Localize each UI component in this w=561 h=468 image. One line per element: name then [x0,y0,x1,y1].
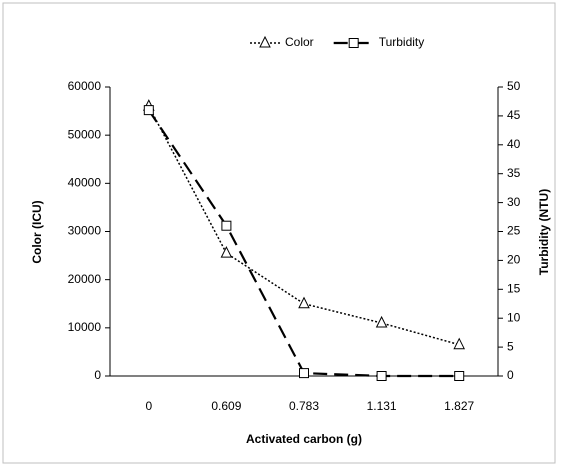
y-tick-label: 20000 [68,272,102,286]
x-tick-label: 1.131 [367,399,397,413]
legend-label: Color [285,35,314,49]
y2-tick-label: 0 [507,368,514,382]
y2-tick-label: 45 [507,108,521,122]
y2-axis-title: Turbidity (NTU) [537,189,551,275]
y2-tick-label: 50 [507,79,521,93]
data-point [143,105,154,116]
x-axis-title: Activated carbon (g) [246,432,362,446]
data-point [298,296,310,309]
y2-tick-label: 40 [507,137,521,151]
y-tick-label: 10000 [68,320,102,334]
y-tick-label: 50000 [68,127,102,141]
x-tick-label: 0 [145,399,152,413]
series-line [148,105,460,346]
y2-tick-label: 10 [507,310,521,324]
y2-tick-label: 25 [507,224,521,238]
x-tick-label: 1.827 [444,399,474,413]
x-tick-label: 0.609 [211,399,241,413]
y2-tick-label: 15 [507,281,521,295]
y-tick-label: 0 [94,368,101,382]
chart-border [2,2,556,464]
y-tick-label: 40000 [68,176,102,190]
x-tick-label: 0.783 [289,399,319,413]
data-point [453,337,466,350]
y2-tick-label: 35 [507,166,521,180]
y-tick-label: 60000 [68,79,102,93]
legend-marker [259,35,271,48]
data-point [376,371,387,381]
y2-tick-label: 30 [507,195,521,209]
y2-tick-label: 20 [507,253,521,267]
data-point [221,220,232,231]
data-point [454,371,465,381]
y2-tick-label: 5 [507,339,514,353]
data-point [375,315,388,328]
y-axis-title: Color (ICU) [30,200,44,263]
data-point [299,368,309,379]
legend-label: Turbidity [379,35,425,49]
legend-marker [348,38,359,48]
y-tick-label: 30000 [68,224,102,238]
data-point [220,246,233,258]
